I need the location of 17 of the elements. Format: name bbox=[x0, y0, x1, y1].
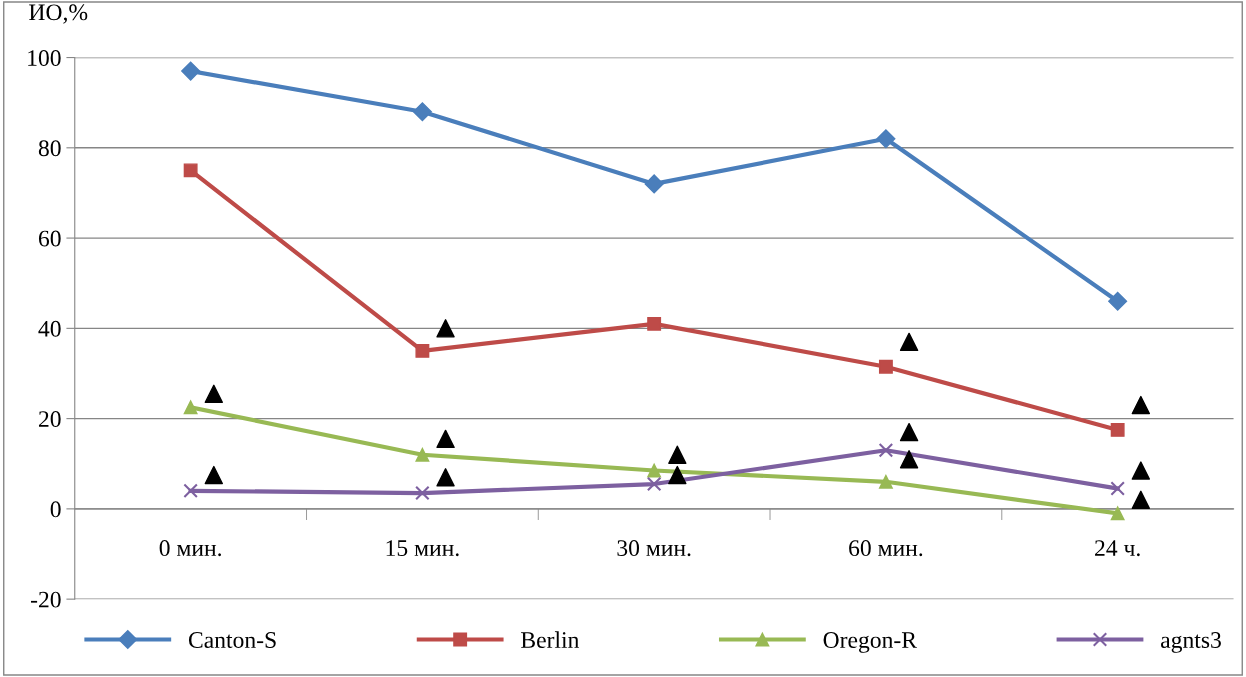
legend-label: Berlin bbox=[521, 631, 580, 648]
y-tick-label: 40 bbox=[38, 320, 61, 337]
y-tick-label: 60 bbox=[38, 230, 61, 247]
y-tick-label: 20 bbox=[38, 411, 61, 428]
x-tick-label: 30 мин. bbox=[617, 540, 691, 557]
legend-label: agnts3 bbox=[1161, 632, 1221, 653]
legend-label: Canton-S bbox=[188, 632, 276, 648]
legend-label: Oregon-R bbox=[823, 632, 917, 653]
x-tick-label: 15 мин. bbox=[386, 540, 459, 557]
y-axis-title: ИО,% bbox=[29, 4, 88, 24]
y-tick-label: 0 bbox=[50, 501, 61, 518]
x-tick-label: 0 мин. bbox=[159, 540, 221, 557]
x-tick-label: 60 мин. bbox=[849, 540, 923, 557]
y-tick-label: 100 bbox=[28, 50, 61, 66]
y-tick-label: -20 bbox=[30, 591, 61, 608]
x-tick-label: 24 ч. bbox=[1095, 540, 1140, 557]
y-tick-label: 80 bbox=[38, 140, 61, 157]
